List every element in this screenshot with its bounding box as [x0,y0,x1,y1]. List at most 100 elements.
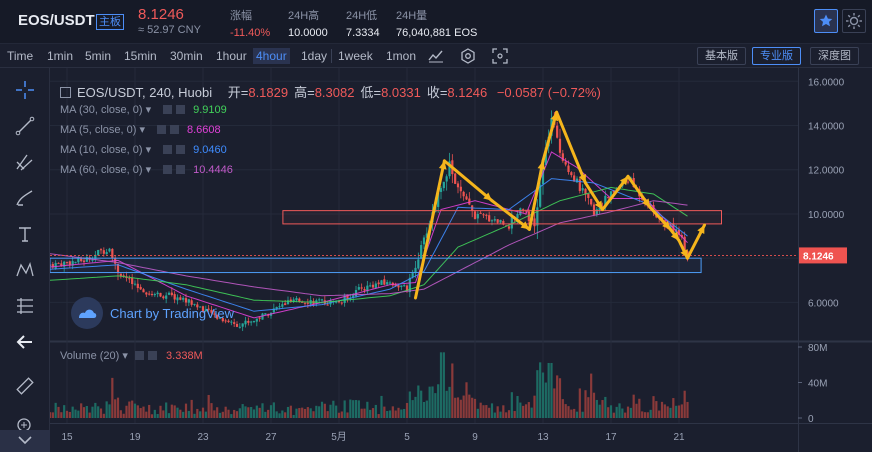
brush-tool[interactable] [13,186,37,210]
time-tick-label: 27 [265,432,277,443]
crosshair-tool[interactable] [13,78,37,102]
timeframe-Time[interactable]: Time [7,49,34,63]
volume-settings-icon[interactable] [134,351,144,360]
volume-bar [85,405,88,418]
time-tick-label: 17 [605,432,617,443]
volume-bar [51,412,54,418]
candle-body [496,219,499,223]
timeframe-1hour[interactable]: 1hour [216,49,247,63]
fullscreen-button[interactable] [488,44,512,68]
volume-bar [420,390,423,418]
settings-button[interactable] [456,44,480,68]
ma-remove-icon[interactable] [176,165,186,174]
candle-body [482,214,485,216]
ma-legend-row[interactable]: MA (10, close, 0) ▾ 9.0460 [60,143,227,156]
view-button-2[interactable]: 深度图 [810,47,859,65]
timeframe-1day[interactable]: 1day [301,49,328,63]
volume-bar [439,352,443,418]
volume-bar [337,412,341,418]
ma-settings-icon[interactable] [163,105,173,114]
timeframe-4hour[interactable]: 4hour [253,48,290,64]
ma-legend-row[interactable]: MA (5, close, 0) ▾ 8.6608 [60,123,221,136]
volume-bar [349,399,352,418]
volume-bar [479,402,482,418]
volume-bar [513,411,516,418]
volume-bar [442,352,445,418]
ma-value: 8.6608 [187,124,221,136]
volume-remove-icon[interactable] [147,351,157,360]
timeframe-1week[interactable]: 1week [338,49,373,63]
price-chart[interactable]: 6.00008.000010.000012.000014.000016.0000… [50,68,872,452]
ma-remove-icon[interactable] [176,145,186,154]
indicators-button[interactable] [424,44,448,68]
volume-bar [527,402,530,418]
dropdown-icon[interactable]: ▾ [136,124,145,136]
candle-body [111,248,114,259]
arrow-head [578,174,587,183]
ma-remove-icon[interactable] [170,125,179,134]
pair-title[interactable]: EOS/USDT [18,12,95,29]
candle-body [184,298,188,303]
candle-body [371,284,375,288]
volume-bar [471,397,474,418]
volume-bar [207,394,210,418]
volume-bar [114,399,117,418]
dropdown-icon[interactable]: ▾ [142,164,152,176]
dropdown-icon[interactable]: ▾ [142,104,152,116]
stat-2: 24H低 7.3334 [346,7,380,39]
favorite-button[interactable] [814,9,838,33]
dropdown-icon[interactable]: ▾ [142,144,152,156]
volume-bar [448,386,451,418]
timeframe-1min[interactable]: 1min [47,49,74,63]
trendline-tool[interactable] [13,114,37,138]
candle-body [284,303,287,306]
volume-bar [196,408,199,418]
candle-body [318,299,321,301]
volume-bar [224,406,227,418]
volume-bar [213,410,216,418]
ma-legend-row[interactable]: MA (60, close, 0) ▾ 10.4446 [60,163,233,176]
ma-legend-row[interactable]: MA (30, close, 0) ▾ 9.9109 [60,103,227,116]
candle-body [74,261,77,263]
pattern-tool[interactable] [13,258,37,282]
back-tool[interactable] [13,330,37,354]
theme-toggle-button[interactable] [842,9,866,33]
volume-bar [216,407,219,418]
text-tool[interactable] [13,222,37,246]
stat-label: 涨幅 [230,10,252,22]
ma-remove-icon[interactable] [176,105,186,114]
candle-body [173,294,176,300]
volume-bar [575,411,579,418]
candle-body [238,326,241,328]
candle-body [278,306,281,308]
volume-bar [68,411,71,418]
volume-bar [241,404,244,418]
collapse-icon[interactable] [60,87,71,98]
tradingview-watermark[interactable]: Chart by TradingView [70,296,234,330]
ma-settings-icon[interactable] [163,145,173,154]
view-button-1[interactable]: 专业版 [752,47,801,65]
candle-body [502,220,505,225]
view-button-0[interactable]: 基本版 [697,47,746,65]
dropdown-icon[interactable]: ▾ [122,350,128,362]
timeframe-1mon[interactable]: 1mon [386,49,417,63]
chart-area[interactable]: 6.00008.000010.000012.000014.000016.0000… [50,68,872,452]
ma-settings-icon[interactable] [157,125,166,134]
ohlc-value: 8.1246 [447,85,488,100]
ohlc-key: 高= [294,85,315,100]
ma-value: 10.4446 [193,164,233,176]
timeframe-15min[interactable]: 15min [124,49,157,63]
fib-tool[interactable] [13,150,37,174]
volume-bar [386,410,389,418]
ruler-tool[interactable] [13,374,37,398]
timeframe-30min[interactable]: 30min [170,49,203,63]
more-tools-button[interactable] [0,430,50,452]
volume-bar [388,410,392,418]
ma-settings-icon[interactable] [163,165,173,174]
prediction-tool[interactable] [13,294,37,318]
candle-body [340,302,343,304]
volume-bar [499,411,502,418]
candle-body [539,184,542,207]
volume-bar [105,401,108,418]
timeframe-5min[interactable]: 5min [85,49,112,63]
